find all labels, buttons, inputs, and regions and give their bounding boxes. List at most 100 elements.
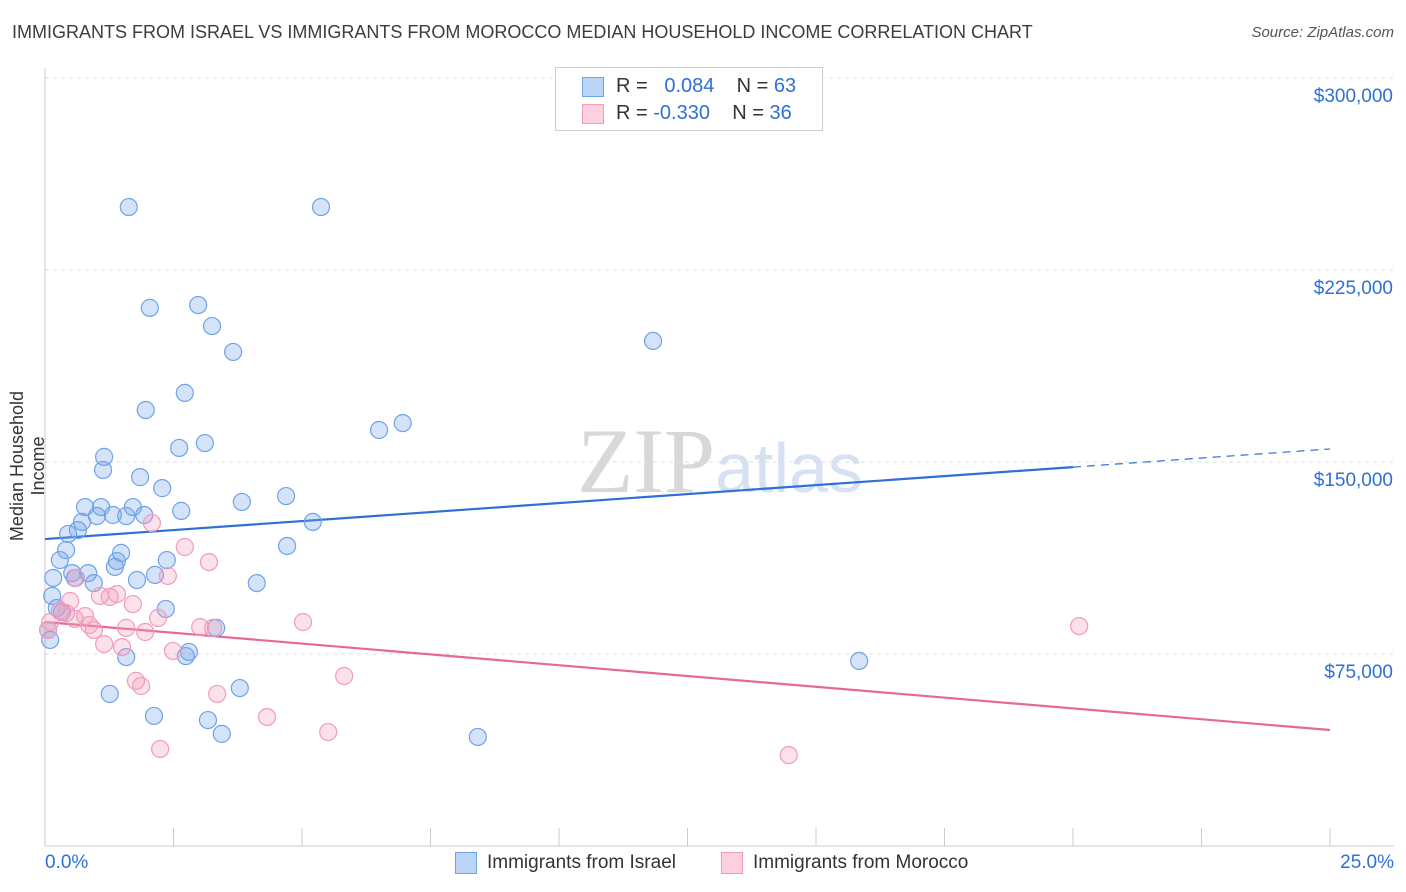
y-tick-label: $300,000	[1314, 86, 1393, 107]
morocco-point	[175, 537, 194, 557]
morocco-point	[41, 612, 60, 632]
morocco-point	[163, 641, 183, 661]
morocco-legend-label: Immigrants from Morocco	[753, 852, 969, 873]
bottom-legend-israel: Immigrants from Israel	[455, 852, 676, 874]
israel-point	[100, 684, 119, 704]
israel-swatch	[455, 852, 477, 874]
israel-point	[170, 438, 189, 458]
israel-point	[68, 520, 87, 540]
morocco-point	[100, 587, 119, 607]
israel-trend-line	[44, 466, 1074, 541]
morocco-r-value: -0.330	[653, 102, 710, 124]
israel-point	[247, 573, 266, 593]
legend-row-israel: R = 0.084 N = 63	[582, 75, 796, 98]
israel-point	[370, 420, 389, 440]
morocco-point	[95, 634, 114, 654]
source-label: Source: ZipAtlas.com	[1251, 24, 1394, 41]
morocco-point	[123, 594, 142, 614]
morocco-point	[293, 612, 313, 632]
x-tick-min: 0.0%	[45, 852, 89, 873]
israel-point	[44, 568, 63, 588]
israel-point	[276, 486, 296, 506]
morocco-point	[199, 552, 219, 572]
israel-point	[311, 197, 331, 217]
morocco-point	[126, 671, 146, 690]
israel-point	[93, 460, 113, 480]
israel-point	[189, 295, 208, 315]
israel-point	[56, 540, 76, 560]
israel-point	[105, 557, 125, 577]
israel-swatch	[582, 76, 604, 97]
morocco-point	[112, 637, 132, 657]
israel-point	[87, 506, 107, 526]
israel-point	[175, 383, 194, 402]
bottom-legend-morocco: Immigrants from Morocco	[721, 852, 968, 874]
israel-point	[117, 647, 136, 667]
israel-point	[50, 550, 70, 570]
morocco-point	[66, 568, 85, 588]
legend-row-morocco: R = -0.330 N = 36	[582, 102, 792, 125]
morocco-point	[208, 684, 227, 704]
morocco-point	[151, 739, 170, 759]
morocco-point	[56, 603, 76, 623]
morocco-point	[158, 566, 177, 586]
r-label: R =	[616, 102, 648, 124]
israel-point	[144, 706, 164, 726]
n-label: N =	[732, 102, 764, 124]
morocco-point	[257, 707, 277, 727]
morocco-point	[107, 584, 127, 604]
israel-point	[468, 727, 487, 747]
israel-point	[59, 524, 78, 544]
israel-point	[172, 501, 191, 520]
israel-point	[277, 536, 297, 556]
morocco-point	[142, 513, 162, 533]
israel-point	[224, 342, 243, 362]
israel-point	[145, 565, 165, 584]
morocco-point	[148, 608, 168, 628]
morocco-point	[75, 607, 95, 626]
israel-point	[212, 724, 231, 743]
israel-trend-extension	[1072, 448, 1331, 468]
israel-point	[119, 197, 138, 217]
r-label: R =	[616, 75, 648, 97]
israel-point	[103, 505, 122, 525]
israel-point	[136, 400, 155, 420]
israel-point	[643, 331, 663, 351]
morocco-point	[1070, 616, 1089, 636]
israel-point	[195, 433, 214, 453]
israel-point	[63, 564, 82, 583]
watermark: ZIPatlas	[577, 410, 863, 512]
morocco-swatch	[582, 103, 604, 124]
x-tick-max: 25.0%	[1340, 852, 1394, 873]
israel-point	[43, 586, 62, 605]
morocco-point	[84, 620, 103, 640]
israel-point	[230, 678, 249, 698]
morocco-point	[203, 618, 223, 637]
israel-point	[198, 710, 218, 730]
israel-legend-label: Immigrants from Israel	[487, 852, 676, 873]
morocco-point	[136, 622, 155, 642]
y-tick-label: $225,000	[1314, 278, 1393, 299]
morocco-trend-line	[44, 620, 1331, 732]
y-axis-label: Median Household Income	[7, 390, 48, 542]
y-tick-label: $150,000	[1314, 470, 1393, 491]
israel-point	[127, 570, 147, 590]
morocco-point	[117, 618, 136, 637]
israel-point	[153, 479, 172, 498]
morocco-n-value: 36	[769, 102, 792, 124]
morocco-point	[779, 746, 798, 765]
israel-point	[232, 492, 251, 512]
n-label: N =	[736, 75, 769, 97]
israel-point	[202, 316, 222, 336]
israel-point	[157, 550, 176, 570]
israel-r-value: 0.084	[664, 75, 715, 97]
morocco-point	[319, 722, 338, 742]
israel-point	[393, 413, 412, 433]
israel-point	[130, 468, 150, 487]
israel-point	[303, 512, 322, 532]
israel-point	[850, 651, 869, 671]
israel-point	[117, 506, 136, 526]
israel-n-value: 63	[773, 75, 797, 97]
